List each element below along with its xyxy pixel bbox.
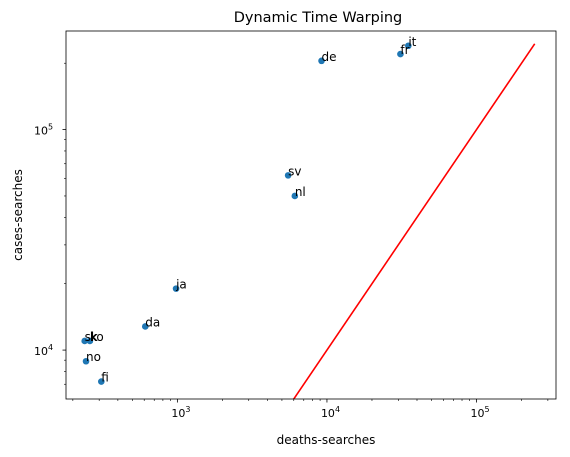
plot-frame <box>65 30 557 400</box>
scatter-point-da <box>141 323 149 330</box>
scatter-point-sk <box>81 337 88 345</box>
point-label-ja: ja <box>175 278 187 292</box>
scatter-point-ja <box>172 285 180 292</box>
point-label-sv: sv <box>288 164 301 178</box>
point-label-de: de <box>322 50 337 64</box>
axis-ticks: 103 104 105 104 105 <box>34 62 549 420</box>
point-label-fi: fi <box>101 371 109 385</box>
point-label-sk: sk <box>85 330 98 344</box>
reference-line <box>292 43 536 399</box>
point-label-nl: nl <box>295 185 306 199</box>
scatter-point-nl <box>291 192 299 200</box>
x-axis-label: deaths-searches <box>277 433 376 447</box>
point-label-da: da <box>145 315 160 329</box>
scatter-point-ko <box>86 337 94 345</box>
scatter-point-fi <box>98 378 105 385</box>
scatter-point-de <box>318 57 325 65</box>
y-axis-label: cases-searches <box>11 169 25 261</box>
x-tick-label: 103 <box>171 405 190 420</box>
scatter-point-no <box>82 357 90 365</box>
scatter-point-it <box>405 42 412 50</box>
point-label-no: no <box>86 350 101 364</box>
x-tick-label: 105 <box>471 405 490 420</box>
chart-title: Dynamic Time Warping <box>234 10 403 26</box>
point-label-ko: ko <box>90 330 104 344</box>
scatter-point-fr <box>397 50 404 58</box>
y-tick-label: 104 <box>34 343 53 358</box>
x-tick-label: 104 <box>321 405 340 420</box>
point-label-it: it <box>408 35 416 49</box>
scatter-point-sv <box>284 172 292 179</box>
y-tick-label: 105 <box>34 123 53 138</box>
point-label-fr: fr <box>400 43 409 57</box>
